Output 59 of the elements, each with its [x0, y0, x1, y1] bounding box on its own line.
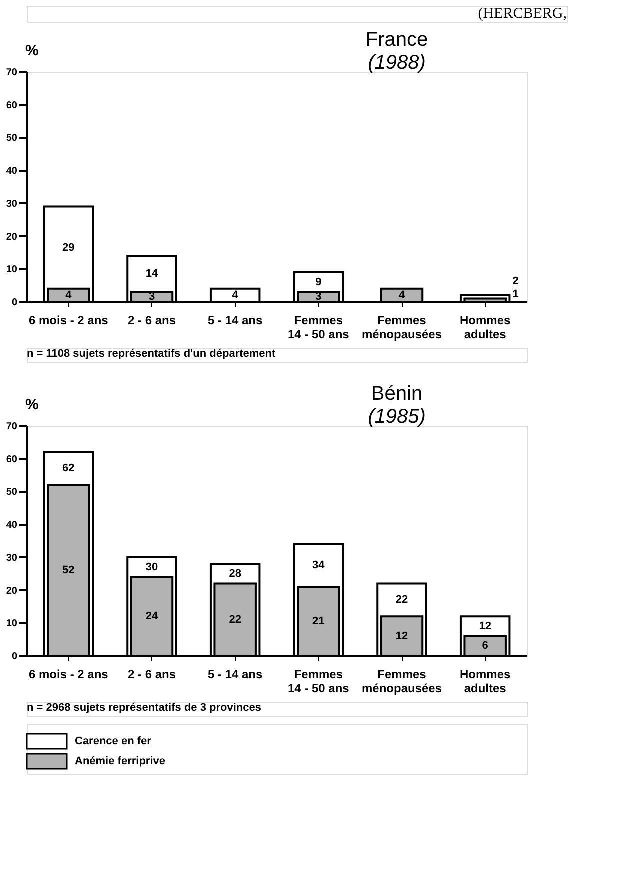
- chart-subtitle: (1985): [368, 406, 426, 428]
- y-tick-label: 70: [6, 68, 18, 78]
- text: n = 1108 sujets représentatifs d'un département: [27, 348, 276, 360]
- y-tick-label: 40: [6, 166, 18, 178]
- y-tick-label: 30: [6, 198, 18, 210]
- data-label: 4: [232, 289, 240, 302]
- y-tick-label: 20: [6, 232, 18, 243]
- legend-label: Carence en fer: [75, 736, 152, 748]
- x-tick-label: 2 - 6 ans: [128, 314, 176, 328]
- x-tick-label: Femmes 14 - 50 ans: [288, 668, 350, 696]
- data-label: 4: [66, 289, 73, 302]
- text: (HERCBERG,: [478, 6, 567, 22]
- y-tick-label: 40: [6, 520, 18, 532]
- data-label: 12: [396, 630, 408, 642]
- chart-title: France: [366, 29, 428, 51]
- data-label: 9: [316, 276, 322, 288]
- y-axis-title: %: [26, 396, 39, 414]
- data-label: 28: [229, 568, 242, 580]
- data-label: 22: [396, 594, 408, 606]
- text: n = 2968 sujets représentatifs de 3 provinces: [27, 702, 262, 714]
- y-tick-label: 50: [6, 487, 18, 498]
- x-tick-label: 6 mois - 2 ans: [28, 668, 109, 682]
- y-tick-label: 20: [6, 586, 18, 597]
- data-label: 34: [312, 560, 326, 572]
- data-label: 62: [62, 462, 75, 475]
- x-tick-label: Hommes adultes: [460, 314, 511, 342]
- y-tick-label: 0: [12, 298, 18, 308]
- x-tick-label: Femmes ménopausées: [362, 668, 442, 696]
- data-label: 1: [512, 288, 519, 301]
- y-tick-label: 70: [6, 422, 18, 432]
- x-tick-label: Femmes 14 - 50 ans: [288, 314, 350, 342]
- data-label: 4: [398, 289, 406, 302]
- y-tick-label: 60: [6, 100, 18, 112]
- data-label: 29: [62, 242, 75, 254]
- x-tick-label: 6 mois - 2 ans: [28, 314, 109, 328]
- x-tick-label: Hommes adultes: [460, 668, 511, 696]
- y-tick-label: 60: [6, 454, 18, 466]
- data-label: 2: [512, 275, 519, 288]
- y-tick-label: 0: [12, 652, 18, 662]
- data-label: 14: [146, 268, 159, 280]
- chart-title: Bénin: [371, 383, 423, 405]
- y-tick-label: 10: [6, 264, 18, 276]
- data-label: 21: [312, 616, 325, 628]
- data-label: 24: [146, 610, 159, 623]
- legend-label: Anémie ferriprive: [75, 756, 166, 768]
- x-tick-label: 5 - 14 ans: [208, 668, 264, 682]
- chart-subtitle: (1988): [368, 52, 426, 74]
- y-tick-label: 30: [6, 552, 18, 564]
- x-tick-label: Femmes ménopausées: [362, 314, 442, 342]
- data-label: 22: [229, 614, 242, 626]
- y-axis-title: %: [26, 42, 39, 60]
- y-tick-label: 50: [6, 133, 18, 144]
- data-label: 52: [62, 564, 75, 577]
- data-label: 30: [146, 561, 158, 574]
- y-tick-label: 10: [6, 618, 18, 630]
- x-tick-label: 5 - 14 ans: [208, 314, 264, 328]
- data-label: 12: [479, 620, 492, 632]
- data-label: 6: [482, 640, 488, 652]
- x-tick-label: 2 - 6 ans: [128, 668, 176, 682]
